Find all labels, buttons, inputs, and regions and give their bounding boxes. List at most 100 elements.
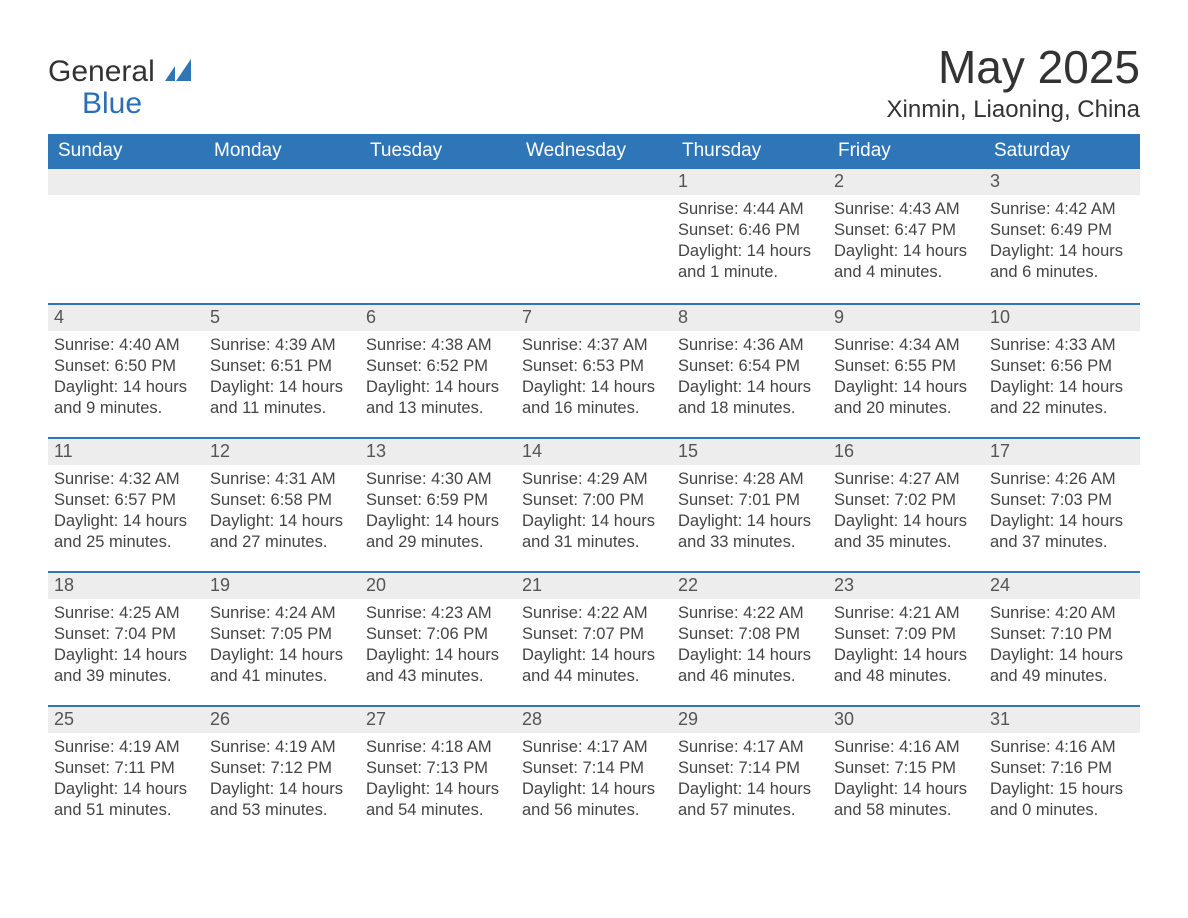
- header: General Blue May 2025 Xinmin, Liaoning, …: [48, 40, 1140, 124]
- calendar-cell: 2Sunrise: 4:43 AMSunset: 6:47 PMDaylight…: [828, 169, 984, 303]
- daylight-text-line2: and 43 minutes.: [366, 666, 510, 687]
- sunset-text: Sunset: 7:10 PM: [990, 624, 1134, 645]
- day-number: 28: [516, 705, 672, 733]
- daylight-text-line2: and 46 minutes.: [678, 666, 822, 687]
- sunrise-text: Sunrise: 4:19 AM: [54, 737, 198, 758]
- calendar-cell: 24Sunrise: 4:20 AMSunset: 7:10 PMDayligh…: [984, 571, 1140, 705]
- sunrise-text: Sunrise: 4:39 AM: [210, 335, 354, 356]
- day-details: Sunrise: 4:31 AMSunset: 6:58 PMDaylight:…: [204, 465, 360, 555]
- sunrise-text: Sunrise: 4:44 AM: [678, 199, 822, 220]
- sunset-text: Sunset: 6:58 PM: [210, 490, 354, 511]
- day-number: 15: [672, 437, 828, 465]
- daylight-text-line2: and 44 minutes.: [522, 666, 666, 687]
- sunset-text: Sunset: 7:00 PM: [522, 490, 666, 511]
- daylight-text-line1: Daylight: 14 hours: [990, 511, 1134, 532]
- day-number: 16: [828, 437, 984, 465]
- day-number: 6: [360, 303, 516, 331]
- daylight-text-line2: and 37 minutes.: [990, 532, 1134, 553]
- calendar-cell: 16Sunrise: 4:27 AMSunset: 7:02 PMDayligh…: [828, 437, 984, 571]
- sunrise-text: Sunrise: 4:27 AM: [834, 469, 978, 490]
- sunset-text: Sunset: 7:15 PM: [834, 758, 978, 779]
- day-details: Sunrise: 4:32 AMSunset: 6:57 PMDaylight:…: [48, 465, 204, 555]
- day-details: Sunrise: 4:44 AMSunset: 6:46 PMDaylight:…: [672, 195, 828, 285]
- sunrise-text: Sunrise: 4:34 AM: [834, 335, 978, 356]
- sunrise-text: Sunrise: 4:33 AM: [990, 335, 1134, 356]
- day-number: 13: [360, 437, 516, 465]
- day-number: 22: [672, 571, 828, 599]
- sunrise-text: Sunrise: 4:21 AM: [834, 603, 978, 624]
- sunrise-text: Sunrise: 4:30 AM: [366, 469, 510, 490]
- daylight-text-line2: and 54 minutes.: [366, 800, 510, 821]
- location: Xinmin, Liaoning, China: [887, 96, 1141, 124]
- day-number: 10: [984, 303, 1140, 331]
- sunset-text: Sunset: 7:13 PM: [366, 758, 510, 779]
- daylight-text-line2: and 31 minutes.: [522, 532, 666, 553]
- weekday-monday: Monday: [204, 134, 360, 169]
- weekday-tuesday: Tuesday: [360, 134, 516, 169]
- daylight-text-line2: and 11 minutes.: [210, 398, 354, 419]
- day-number: 24: [984, 571, 1140, 599]
- weekday-thursday: Thursday: [672, 134, 828, 169]
- sunset-text: Sunset: 6:46 PM: [678, 220, 822, 241]
- daylight-text-line2: and 49 minutes.: [990, 666, 1134, 687]
- sunset-text: Sunset: 7:02 PM: [834, 490, 978, 511]
- calendar-cell: 25Sunrise: 4:19 AMSunset: 7:11 PMDayligh…: [48, 705, 204, 839]
- sunrise-text: Sunrise: 4:22 AM: [678, 603, 822, 624]
- day-details: Sunrise: 4:24 AMSunset: 7:05 PMDaylight:…: [204, 599, 360, 689]
- day-number-bar: [204, 169, 360, 195]
- daylight-text-line2: and 27 minutes.: [210, 532, 354, 553]
- calendar-cell: 1Sunrise: 4:44 AMSunset: 6:46 PMDaylight…: [672, 169, 828, 303]
- logo: General Blue: [48, 52, 195, 119]
- daylight-text-line2: and 6 minutes.: [990, 262, 1134, 283]
- day-number: 31: [984, 705, 1140, 733]
- logo-mark-icon: [165, 56, 195, 88]
- daylight-text-line2: and 41 minutes.: [210, 666, 354, 687]
- sunrise-text: Sunrise: 4:24 AM: [210, 603, 354, 624]
- day-details: Sunrise: 4:39 AMSunset: 6:51 PMDaylight:…: [204, 331, 360, 421]
- weekday-sunday: Sunday: [48, 134, 204, 169]
- calendar-cell: 28Sunrise: 4:17 AMSunset: 7:14 PMDayligh…: [516, 705, 672, 839]
- day-number: 18: [48, 571, 204, 599]
- calendar-row: 4Sunrise: 4:40 AMSunset: 6:50 PMDaylight…: [48, 303, 1140, 437]
- day-number: 29: [672, 705, 828, 733]
- daylight-text-line2: and 4 minutes.: [834, 262, 978, 283]
- sunrise-text: Sunrise: 4:16 AM: [834, 737, 978, 758]
- day-details: Sunrise: 4:19 AMSunset: 7:12 PMDaylight:…: [204, 733, 360, 823]
- calendar-cell: [48, 169, 204, 303]
- calendar-cell: 12Sunrise: 4:31 AMSunset: 6:58 PMDayligh…: [204, 437, 360, 571]
- daylight-text-line2: and 20 minutes.: [834, 398, 978, 419]
- day-details: Sunrise: 4:27 AMSunset: 7:02 PMDaylight:…: [828, 465, 984, 555]
- day-number: 14: [516, 437, 672, 465]
- day-details: Sunrise: 4:40 AMSunset: 6:50 PMDaylight:…: [48, 331, 204, 421]
- daylight-text-line1: Daylight: 14 hours: [366, 779, 510, 800]
- calendar-cell: 4Sunrise: 4:40 AMSunset: 6:50 PMDaylight…: [48, 303, 204, 437]
- daylight-text-line1: Daylight: 14 hours: [54, 779, 198, 800]
- sunrise-text: Sunrise: 4:36 AM: [678, 335, 822, 356]
- day-details: Sunrise: 4:17 AMSunset: 7:14 PMDaylight:…: [516, 733, 672, 823]
- calendar-cell: 8Sunrise: 4:36 AMSunset: 6:54 PMDaylight…: [672, 303, 828, 437]
- daylight-text-line1: Daylight: 14 hours: [210, 511, 354, 532]
- calendar-cell: 20Sunrise: 4:23 AMSunset: 7:06 PMDayligh…: [360, 571, 516, 705]
- sunset-text: Sunset: 6:47 PM: [834, 220, 978, 241]
- daylight-text-line2: and 53 minutes.: [210, 800, 354, 821]
- sunrise-text: Sunrise: 4:26 AM: [990, 469, 1134, 490]
- day-number: 23: [828, 571, 984, 599]
- daylight-text-line1: Daylight: 14 hours: [522, 779, 666, 800]
- daylight-text-line2: and 22 minutes.: [990, 398, 1134, 419]
- sunrise-text: Sunrise: 4:25 AM: [54, 603, 198, 624]
- sunrise-text: Sunrise: 4:16 AM: [990, 737, 1134, 758]
- calendar-cell: 29Sunrise: 4:17 AMSunset: 7:14 PMDayligh…: [672, 705, 828, 839]
- day-number: 17: [984, 437, 1140, 465]
- calendar-cell: 7Sunrise: 4:37 AMSunset: 6:53 PMDaylight…: [516, 303, 672, 437]
- calendar-cell: 31Sunrise: 4:16 AMSunset: 7:16 PMDayligh…: [984, 705, 1140, 839]
- calendar-cell: 13Sunrise: 4:30 AMSunset: 6:59 PMDayligh…: [360, 437, 516, 571]
- sunset-text: Sunset: 7:01 PM: [678, 490, 822, 511]
- calendar-cell: 30Sunrise: 4:16 AMSunset: 7:15 PMDayligh…: [828, 705, 984, 839]
- calendar-cell: 15Sunrise: 4:28 AMSunset: 7:01 PMDayligh…: [672, 437, 828, 571]
- daylight-text-line1: Daylight: 14 hours: [54, 377, 198, 398]
- sunset-text: Sunset: 6:59 PM: [366, 490, 510, 511]
- calendar-header-row: Sunday Monday Tuesday Wednesday Thursday…: [48, 134, 1140, 169]
- calendar-row: 18Sunrise: 4:25 AMSunset: 7:04 PMDayligh…: [48, 571, 1140, 705]
- calendar-row: 11Sunrise: 4:32 AMSunset: 6:57 PMDayligh…: [48, 437, 1140, 571]
- day-number: 8: [672, 303, 828, 331]
